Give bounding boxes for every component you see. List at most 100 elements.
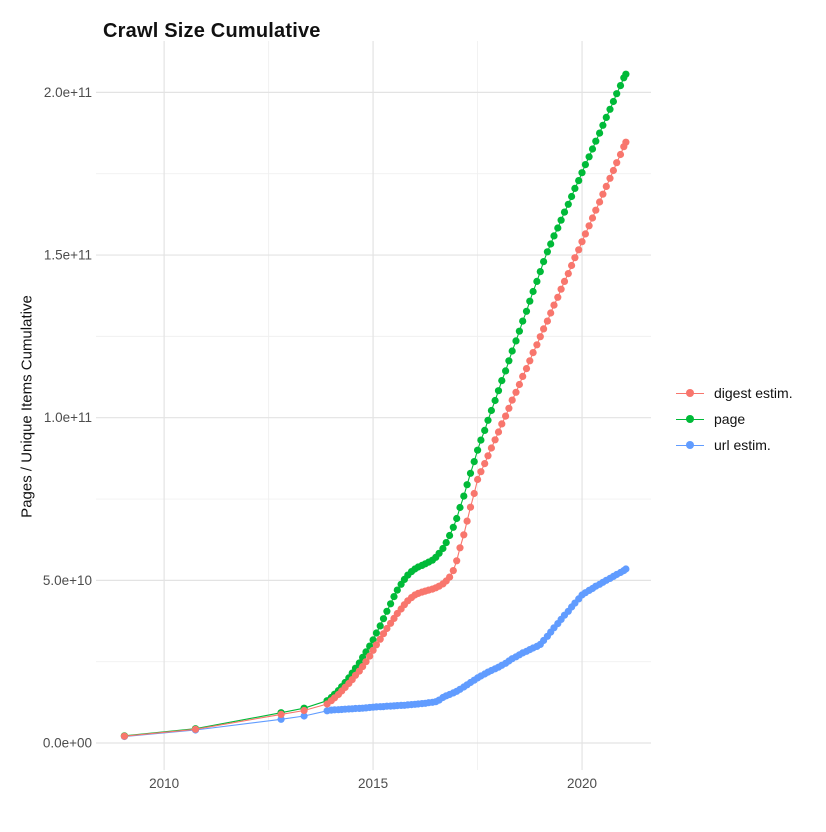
data-point xyxy=(477,436,485,444)
y-tick-label: 0.0e+00 xyxy=(43,736,92,751)
data-point xyxy=(477,468,485,476)
data-point xyxy=(592,137,600,145)
y-axis-title: Pages / Unique Items Cumulative xyxy=(18,295,36,518)
data-point xyxy=(585,222,593,230)
x-tick-label: 2020 xyxy=(567,776,597,791)
legend-item-page: page xyxy=(676,406,793,432)
data-point xyxy=(557,216,565,224)
data-point xyxy=(456,544,464,552)
data-point xyxy=(588,145,597,153)
data-point xyxy=(460,531,468,539)
data-point xyxy=(120,732,128,740)
data-point xyxy=(609,97,618,106)
data-point xyxy=(491,436,499,444)
data-point xyxy=(554,293,562,301)
data-point xyxy=(616,150,625,159)
data-point xyxy=(557,285,565,293)
legend-item-urlestim: url estim. xyxy=(676,432,793,458)
data-point xyxy=(540,325,548,333)
data-point xyxy=(505,404,513,412)
data-point xyxy=(602,182,610,190)
data-point xyxy=(372,641,380,649)
data-point xyxy=(564,200,572,208)
y-tick-label: 1.5e+11 xyxy=(44,248,92,263)
data-point xyxy=(585,153,593,161)
data-point xyxy=(540,258,548,266)
data-point xyxy=(622,138,630,146)
legend-label: url estim. xyxy=(714,437,771,453)
data-point xyxy=(463,517,471,525)
data-point xyxy=(554,224,562,232)
legend-key-icon xyxy=(676,388,704,398)
data-point xyxy=(571,254,579,262)
data-point xyxy=(592,206,600,214)
data-point xyxy=(449,523,457,531)
data-point xyxy=(609,166,618,175)
data-point xyxy=(526,297,534,305)
data-point xyxy=(387,600,395,608)
data-point xyxy=(613,90,621,98)
data-point xyxy=(463,481,471,489)
x-tick-label: 2010 xyxy=(149,776,179,791)
page-title: Crawl Size Cumulative xyxy=(103,20,321,43)
data-point xyxy=(446,573,454,581)
data-point xyxy=(379,615,388,623)
data-point xyxy=(508,347,516,355)
data-point xyxy=(522,307,531,315)
data-point xyxy=(487,444,495,452)
data-point xyxy=(456,503,464,512)
data-point xyxy=(550,301,558,309)
data-point xyxy=(481,460,489,468)
data-point xyxy=(606,105,614,113)
data-point xyxy=(277,710,285,719)
data-point xyxy=(453,514,461,523)
legend-item-digestestim: digest estim. xyxy=(676,380,793,406)
data-point xyxy=(439,544,447,553)
data-point xyxy=(599,121,607,129)
data-point xyxy=(581,161,590,169)
data-point xyxy=(372,629,380,637)
data-point xyxy=(502,412,510,420)
data-point xyxy=(383,624,391,633)
data-point xyxy=(474,475,482,484)
data-point xyxy=(543,248,552,256)
data-point xyxy=(383,607,391,615)
y-tick-label: 2.0e+11 xyxy=(44,85,92,100)
data-point xyxy=(596,129,604,137)
data-point xyxy=(596,198,604,206)
data-point xyxy=(512,388,520,396)
data-point xyxy=(474,446,482,454)
data-point xyxy=(484,452,492,460)
data-point xyxy=(484,416,492,424)
y-tick-label: 5.0e+10 xyxy=(43,573,92,588)
data-point xyxy=(606,174,614,182)
data-point xyxy=(622,70,630,78)
data-point xyxy=(602,113,610,121)
data-point xyxy=(560,277,569,285)
legend: digest estim. page url estim. xyxy=(676,380,793,458)
data-point xyxy=(522,365,531,373)
data-point xyxy=(515,327,524,335)
data-point xyxy=(616,82,625,90)
data-point xyxy=(536,268,544,276)
data-point xyxy=(494,387,503,395)
data-point xyxy=(575,177,583,185)
data-point xyxy=(547,309,555,317)
data-point xyxy=(564,270,572,278)
data-point xyxy=(369,646,377,654)
data-point xyxy=(376,622,384,630)
data-point xyxy=(498,420,506,428)
data-point xyxy=(526,357,534,365)
data-point xyxy=(560,208,569,216)
data-point xyxy=(578,238,586,246)
data-point xyxy=(453,557,461,565)
legend-label: page xyxy=(714,411,746,427)
data-point xyxy=(571,184,579,192)
data-point xyxy=(449,567,457,575)
data-point xyxy=(393,586,401,594)
data-point xyxy=(519,372,527,380)
data-point xyxy=(481,426,489,434)
data-point xyxy=(362,658,370,666)
